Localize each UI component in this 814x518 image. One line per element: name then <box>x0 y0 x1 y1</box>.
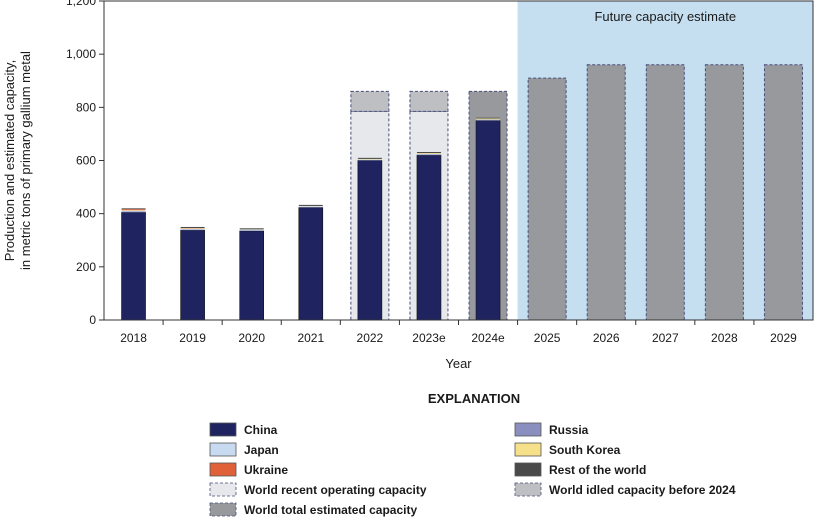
legend-label-russia: Russia <box>549 423 589 437</box>
legend-label-world-recent-operating-capacity: World recent operating capacity <box>244 483 427 497</box>
bar-south_korea-2023e <box>416 153 441 154</box>
legend-swatch-russia <box>514 422 542 437</box>
bar-china-2022 <box>357 160 383 321</box>
bar-total-capacity-2026 <box>586 64 626 321</box>
legend-label-ukraine: Ukraine <box>244 463 288 477</box>
legend-label-south-korea: South Korea <box>549 443 621 457</box>
x-tick-label-2018: 2018 <box>120 331 147 345</box>
bar-rest_of_world-2021 <box>298 204 323 206</box>
x-tick-label-2024e: 2024e <box>471 331 505 345</box>
legend-swatch-ukraine <box>209 462 237 477</box>
x-tick-label-2029: 2029 <box>770 331 797 345</box>
bar-japan-2022 <box>357 159 382 160</box>
bar-japan-2020 <box>239 229 264 231</box>
bar-japan-2018 <box>121 210 146 212</box>
bar-south_korea-2024e <box>476 118 501 120</box>
legend-label-japan: Japan <box>244 443 279 457</box>
y-tick-label-400: 400 <box>76 207 96 221</box>
x-tick-label-2026: 2026 <box>593 331 620 345</box>
y-tick-label-800: 800 <box>76 100 96 114</box>
legend-swatch-south-korea <box>514 442 542 457</box>
legend-swatch-world-recent-operating-capacity <box>209 482 237 497</box>
legend: China Japan Ukraine World recent operating … <box>209 422 736 517</box>
bar-russia-2023e <box>416 154 441 156</box>
bar-russia-2018 <box>121 211 146 213</box>
legend-swatch-world-idled-capacity-before-2024 <box>514 482 542 497</box>
bar-rest_of_world-2018 <box>121 208 146 210</box>
bar-total-capacity-2027 <box>645 64 685 321</box>
bar-russia-2022 <box>357 159 382 161</box>
y-axis-title: Production and estimated capacity, in met… <box>2 51 33 270</box>
y-tick-label-1200: 1,200 <box>66 0 96 8</box>
plot-area: 0 200 400 600 800 1,000 1,200 2018 2019 2020 2021 2… <box>66 0 814 345</box>
bar-total-capacity-2028 <box>704 64 744 321</box>
bar-south_korea-2018 <box>121 210 146 211</box>
bar-south_korea-2022 <box>357 158 382 160</box>
bar-china-2019 <box>180 229 205 321</box>
bar-russia-2024e <box>476 119 501 121</box>
bar-japan-2024e <box>476 119 501 120</box>
bar-total-capacity-2025 <box>527 77 567 321</box>
x-tick-label-2027: 2027 <box>652 331 679 345</box>
bar-ukraine-2018 <box>121 209 146 211</box>
bar-russia-2019 <box>180 229 205 231</box>
legend-label-china: China <box>244 423 278 437</box>
x-tick-label-2028: 2028 <box>711 331 738 345</box>
bar-idled-capacity-2022 <box>350 90 390 112</box>
legend-label-world-idled-capacity-before-2024: World idled capacity before 2024 <box>549 483 736 497</box>
bar-china-2024e <box>475 120 501 321</box>
x-tick-label-2022: 2022 <box>357 331 384 345</box>
bar-china-2018 <box>121 212 146 321</box>
future-region-label: Future capacity estimate <box>594 9 736 24</box>
y-tick-label-200: 200 <box>76 260 96 274</box>
bar-idled-capacity-2023e <box>409 90 449 112</box>
bar-japan-2021 <box>298 206 323 208</box>
x-tick-label-2020: 2020 <box>238 331 265 345</box>
bar-south_korea-2019 <box>180 228 205 229</box>
x-axis-title: Year <box>445 356 472 371</box>
legend-swatch-world-total-estimated-capacity <box>209 502 237 517</box>
y-tick-label-1000: 1,000 <box>66 47 96 61</box>
x-tick-label-2021: 2021 <box>297 331 324 345</box>
bar-total-capacity-2029 <box>763 64 803 321</box>
bar-china-2020 <box>239 230 265 321</box>
legend-swatch-rest-of-the-world <box>514 462 542 477</box>
bar-rest_of_world-2023e <box>416 151 441 154</box>
y-tick-label-0: 0 <box>89 313 96 327</box>
bar-japan-2019 <box>180 228 205 230</box>
y-axis-title-line-2: in metric tons of primary gallium metal <box>18 51 33 270</box>
bar-rest_of_world-2019 <box>180 226 205 229</box>
bar-china-2021 <box>298 207 324 321</box>
legend-swatch-japan <box>209 442 237 457</box>
bar-china-2023e <box>416 154 442 321</box>
x-tick-label-2019: 2019 <box>179 331 206 345</box>
bar-rest_of_world-2020 <box>239 228 264 230</box>
legend-swatch-china <box>209 422 237 437</box>
legend-label-world-total-estimated-capacity: World total estimated capacity <box>244 503 417 517</box>
bar-rest_of_world-2024e <box>476 117 501 119</box>
x-tick-label-2025: 2025 <box>534 331 561 345</box>
x-tick-label-2023e: 2023e <box>412 331 446 345</box>
bar-japan-2023e <box>416 153 441 155</box>
bar-russia-2021 <box>298 207 323 208</box>
legend-label-rest-of-the-world: Rest of the world <box>549 463 646 477</box>
bar-russia-2020 <box>239 230 264 231</box>
legend-title: EXPLANATION <box>428 391 520 406</box>
y-axis-title-line-1: Production and estimated capacity, <box>2 60 17 261</box>
y-tick-label-600: 600 <box>76 154 96 168</box>
bar-rest_of_world-2022 <box>357 157 382 159</box>
